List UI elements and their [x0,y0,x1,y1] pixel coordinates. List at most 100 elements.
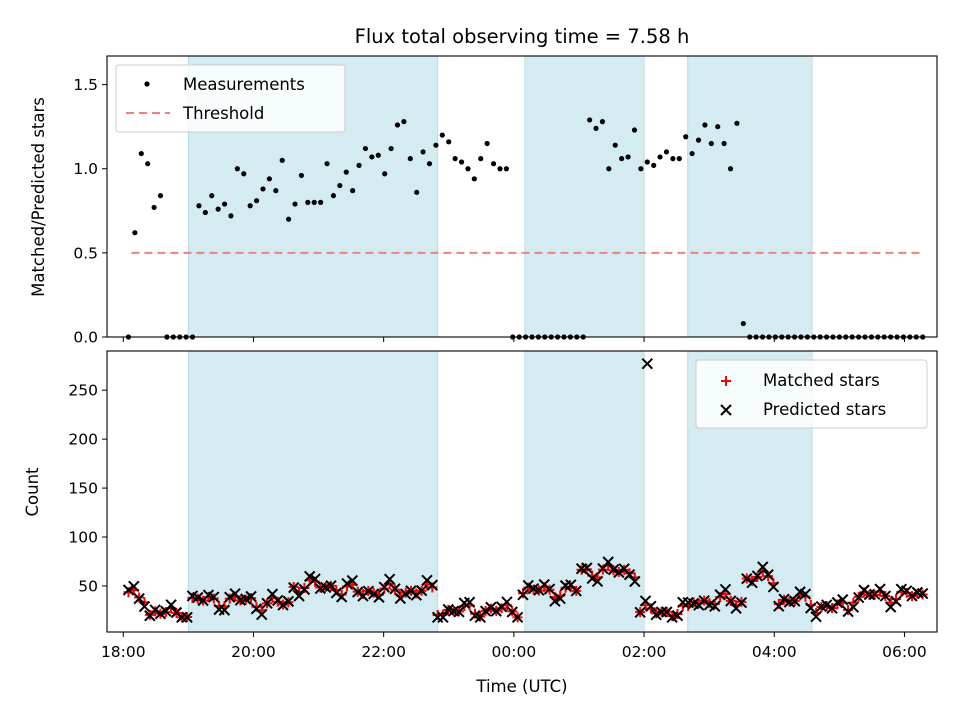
predicted-star-point [128,580,140,593]
legend-measurements-marker [144,81,150,87]
predicted-star-point [218,604,231,616]
measurement-point [433,142,439,148]
legend-matched-marker [721,376,731,386]
measurement-point [247,203,253,209]
legend-measurements-label: Measurements [183,75,305,94]
legend-predicted-label: Predicted stars [763,400,886,419]
predicted-star-point [853,591,865,604]
predicted-star-point [602,556,614,568]
predicted-star-point [805,602,817,614]
predicted-star-point [149,604,161,616]
predicted-star-point [277,599,289,611]
predicted-star-point [591,575,604,588]
measurement-point [350,188,356,194]
x-tick-label: 02:00 [622,643,667,661]
predicted-star-point [378,581,391,593]
measurement-point [612,142,618,148]
predicted-star-point [192,591,204,604]
measurement-point [689,150,695,157]
measurement-point [683,134,689,140]
measurement-point [439,132,445,138]
top-panel-frame [106,55,938,338]
predicted-star-point [634,606,646,619]
bottom-panel-frame [106,350,938,633]
measurement-point [253,198,260,204]
x-axis-label: Time (UTC) [475,677,567,696]
predicted-star-point [906,590,918,602]
measurement-point [638,166,644,172]
matched-star-point [672,608,683,619]
predicted-star-point [719,583,732,596]
bottom-y-tick-label: 250 [68,382,98,400]
predicted-star-point [890,595,902,608]
measurement-point [318,199,324,205]
top-y-tick-label: 1.0 [73,160,98,178]
predicted-star-point [341,577,353,590]
predicted-star-outlier [641,358,654,370]
measurement-point [279,157,285,163]
predicted-star-point [208,591,220,603]
predicted-star-point [778,593,790,605]
top-y-tick-label: 0.0 [73,329,98,347]
predicted-star-point [522,579,534,592]
predicted-star-point [837,593,849,606]
measurement-point [356,162,362,168]
predicted-star-point [415,584,428,597]
measurement-point [266,176,272,182]
measurement-point [324,161,330,167]
measurement-point [426,161,433,167]
measurement-point [715,124,721,130]
top-y-axis-label: Matched/Predicted stars [29,97,48,297]
predicted-star-point [335,591,348,603]
measurement-point [734,120,740,126]
measurement-point [145,161,151,167]
measurement-point [657,154,663,160]
measurement-point [670,156,676,162]
predicted-star-point [479,605,492,617]
shaded-interval [687,55,813,338]
measurement-point [209,193,215,199]
predicted-star-point [511,611,524,624]
measurement-point [478,156,484,162]
predicted-star-point [767,581,780,593]
predicted-star-point [437,611,449,624]
predicted-star-point [554,592,566,605]
x-tick-label: 04:00 [752,643,797,661]
predicted-star-point [751,570,764,582]
shaded-interval [187,350,439,633]
measurement-point [151,204,157,211]
bottom-panel: 50 100 150 200 250 18:00 20:00 22:00 00:00 02:00 0… [68,350,938,661]
predicted-star-point [623,568,636,581]
measurement-point [695,137,702,143]
predicted-star-point [463,596,476,608]
predicted-star-point [122,584,135,596]
predicted-star-point [581,562,593,574]
predicted-star-point [453,606,465,618]
predicted-star-point [570,585,582,597]
predicted-star-point [607,563,620,576]
measurement-point [663,149,670,155]
predicted-star-point [757,561,769,573]
predicted-star-point [383,573,396,585]
measurement-point [587,117,593,123]
measurement-point [260,186,266,192]
top-y-tick-label: 0.5 [73,244,98,262]
measurement-point [132,230,138,236]
predicted-star-point [133,592,145,605]
bottom-y-tick-label: 200 [68,431,98,449]
predicted-star-point [629,575,641,588]
predicted-star-point [725,595,737,607]
bottom-y-tick-label: 50 [78,577,98,595]
measurement-point [497,166,503,172]
predicted-star-point [874,583,886,595]
predicted-star-point [325,580,337,592]
legend-threshold-label: Threshold [182,104,264,123]
predicted-star-point [799,588,812,600]
predicted-star-point [916,587,929,600]
measurement-point [196,203,202,209]
predicted-star-point [543,583,556,595]
measurement-point [702,122,708,128]
measurement-point [362,145,369,152]
measurement-point [337,182,343,189]
measurement-point [414,189,420,195]
